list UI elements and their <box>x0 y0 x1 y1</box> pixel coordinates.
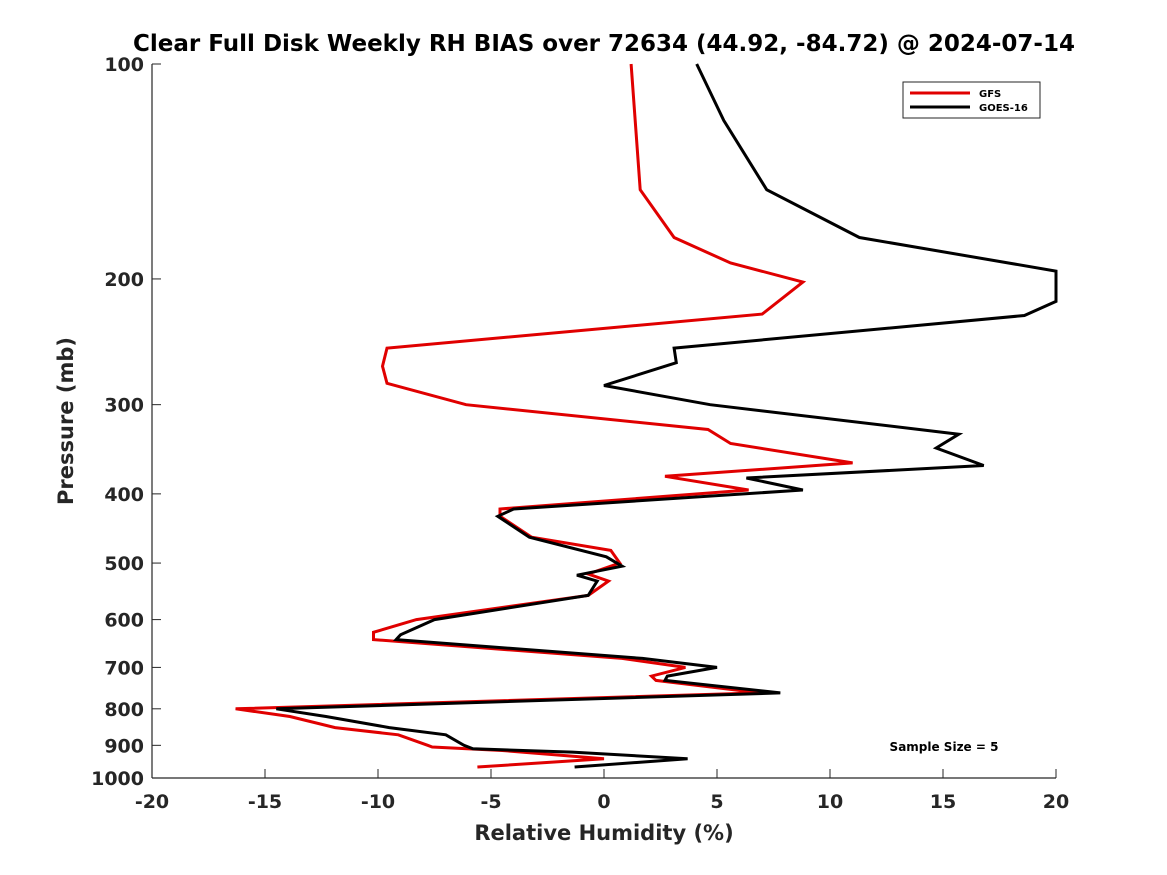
series-line-goes-16 <box>276 63 1058 769</box>
sample-size-annotation: Sample Size = 5 <box>890 740 999 754</box>
axes: -20 -15 -10 -5 0 5 10 15 20 100 200 300 400 500 600 700… <box>91 54 1069 813</box>
y-tick-label: 100 <box>104 54 144 76</box>
chart-title: Clear Full Disk Weekly RH BIAS over 7263… <box>133 31 1075 57</box>
y-axis-label: Pressure (mb) <box>54 337 78 505</box>
legend: GFS GOES-16 <box>902 81 1041 119</box>
x-tick-label: -5 <box>480 791 501 813</box>
y-tick-label: 500 <box>104 553 144 575</box>
y-tick-label: 400 <box>104 484 144 506</box>
y-tick-label: 700 <box>104 657 144 679</box>
y-tick-label: 1000 <box>91 768 144 790</box>
plot-area <box>235 63 1058 769</box>
x-tick-label: -20 <box>135 791 169 813</box>
y-tick-label: 800 <box>104 699 144 721</box>
y-tick-label: 300 <box>104 395 144 417</box>
x-axis-label: Relative Humidity (%) <box>474 821 733 845</box>
x-tick-label: -15 <box>248 791 282 813</box>
x-tick-label: 0 <box>597 791 610 813</box>
y-tick-label: 600 <box>104 610 144 632</box>
y-tick-label: 900 <box>104 735 144 757</box>
x-tick-label: 5 <box>710 791 723 813</box>
x-tick-label: 15 <box>930 791 956 813</box>
x-tick-label: 10 <box>817 791 843 813</box>
legend-label-goes-16: GOES-16 <box>979 103 1028 114</box>
legend-label-gfs: GFS <box>979 89 1001 100</box>
legend-box <box>902 81 1041 119</box>
y-tick-label: 200 <box>104 269 144 291</box>
x-tick-label: 20 <box>1043 791 1069 813</box>
x-tick-label: -10 <box>361 791 395 813</box>
